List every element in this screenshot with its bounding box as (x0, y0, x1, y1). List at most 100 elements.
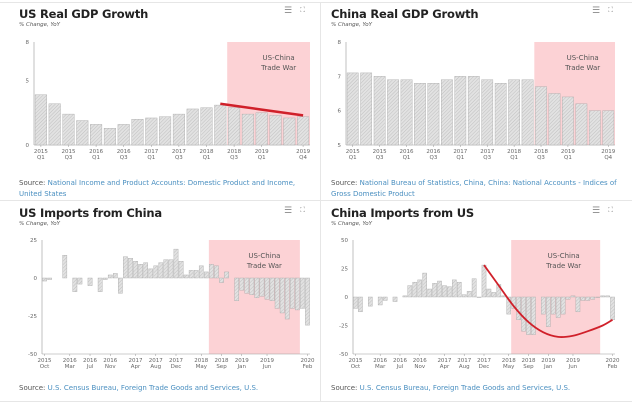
hamburger-menu-icon[interactable]: ☰ (592, 6, 601, 16)
y-tick-label: -25 (28, 314, 37, 320)
bar (200, 107, 213, 146)
bar (580, 296, 586, 301)
bar (467, 76, 480, 146)
bar (87, 277, 93, 286)
bar (214, 265, 219, 279)
source-note: Source: U.S. Census Bureau, Foreign Trad… (19, 384, 259, 392)
y-tick-label: 0 (34, 276, 38, 282)
chart-title: China Imports from US (331, 206, 474, 220)
y-tick-label: 8 (26, 40, 30, 46)
source-link[interactable]: U.S. Census Bureau, Foreign Trade Goods … (47, 384, 259, 392)
bar (47, 277, 52, 280)
x-tick-label: 2015 (62, 149, 76, 155)
divider (320, 2, 321, 401)
x-tick-label: 2015 (348, 358, 362, 364)
x-tick-label: Q1 (147, 155, 155, 161)
fullscreen-icon[interactable]: ⛶ (608, 206, 613, 214)
divider (0, 401, 632, 402)
bar (541, 296, 546, 315)
bar (159, 116, 172, 146)
hamburger-menu-icon[interactable]: ☰ (284, 6, 293, 16)
bar (427, 82, 440, 146)
bar (297, 116, 310, 146)
x-tick-label: 2017 (453, 149, 467, 155)
x-tick-label: Jun (568, 364, 578, 370)
x-tick-label: Nov (105, 364, 116, 370)
fullscreen-icon[interactable]: ⛶ (608, 6, 613, 14)
us-imports-chart: US-China Trade War -50 -25 0 25 2015 Oct 2016 Mar… (0, 200, 320, 400)
bar (173, 248, 179, 279)
fullscreen-icon[interactable]: ⛶ (300, 6, 305, 14)
y-tick-label: 0 (26, 143, 30, 149)
shade-label: US-China (548, 252, 580, 260)
bar (128, 258, 133, 279)
x-tick-label: 2016 (117, 149, 131, 155)
x-tick-label: 2019 (561, 149, 575, 155)
x-tick-label: Mar (65, 364, 76, 370)
bar (283, 117, 296, 146)
x-tick-label: Q4 (604, 155, 612, 161)
y-tick-label: 5 (338, 143, 342, 149)
hamburger-menu-icon[interactable]: ☰ (592, 206, 601, 216)
bar (183, 274, 189, 279)
x-tick-label: 2018 (502, 358, 516, 364)
y-tick-label: 8 (338, 40, 342, 46)
x-tick-label: Q1 (203, 155, 211, 161)
x-tick-label: Oct (40, 364, 50, 370)
source-link[interactable]: National Bureau of Statistics, China, Ch… (331, 179, 617, 198)
bar (560, 296, 566, 315)
bar (442, 285, 447, 298)
x-tick-label: 2016 (393, 358, 407, 364)
x-tick-label: 2016 (63, 358, 77, 364)
bar (274, 277, 280, 309)
chart-subtitle: % Change, YoY (331, 221, 373, 227)
x-tick-label: 2018 (534, 149, 548, 155)
shade-label: Trade War (260, 64, 296, 72)
bar (353, 296, 358, 309)
x-tick-label: 2018 (200, 149, 214, 155)
bar (481, 264, 487, 298)
x-tick-label: Dec (171, 364, 182, 370)
bar (570, 295, 576, 298)
bar (90, 124, 103, 146)
bar (548, 93, 561, 146)
y-tick-label: 25 (30, 238, 37, 244)
x-tick-label: Dec (479, 364, 490, 370)
bar (441, 79, 453, 146)
bar (133, 261, 138, 279)
bar (437, 280, 442, 298)
source-link[interactable]: U.S. Census Bureau, Foreign Trade Goods … (359, 384, 571, 392)
bar (249, 277, 255, 295)
x-tick-label: Q1 (564, 155, 572, 161)
x-tick-label: 2018 (194, 358, 208, 364)
x-tick-label: 2017 (480, 149, 494, 155)
x-tick-label: Aug (459, 364, 470, 370)
x-tick-label: 2018 (521, 358, 535, 364)
x-tick-label: 2015 (346, 149, 360, 155)
y-tick-label: 5 (26, 79, 30, 85)
x-tick-label: Feb (303, 364, 313, 370)
bar (555, 296, 561, 318)
y-tick-label: 25 (341, 267, 348, 273)
x-tick-label: Apr (131, 364, 141, 370)
hamburger-menu-icon[interactable]: ☰ (284, 206, 293, 216)
x-tick-label: Q1 (510, 155, 518, 161)
fullscreen-icon[interactable]: ⛶ (300, 206, 305, 214)
bar (62, 113, 75, 146)
x-tick-label: 2019 (541, 358, 555, 364)
bar (432, 283, 437, 298)
source-link[interactable]: National Income and Product Accounts: Do… (19, 179, 296, 198)
bar (244, 277, 250, 294)
y-tick-label: 50 (341, 238, 348, 244)
bar (358, 296, 363, 313)
chart-subtitle: % Change, YoY (331, 22, 373, 28)
bar (471, 278, 477, 298)
bar (279, 277, 285, 314)
x-tick-label: Q1 (258, 155, 266, 161)
bar (214, 104, 227, 146)
bar (400, 79, 413, 146)
bar (168, 259, 174, 279)
bar (97, 277, 103, 292)
bar (107, 274, 113, 279)
